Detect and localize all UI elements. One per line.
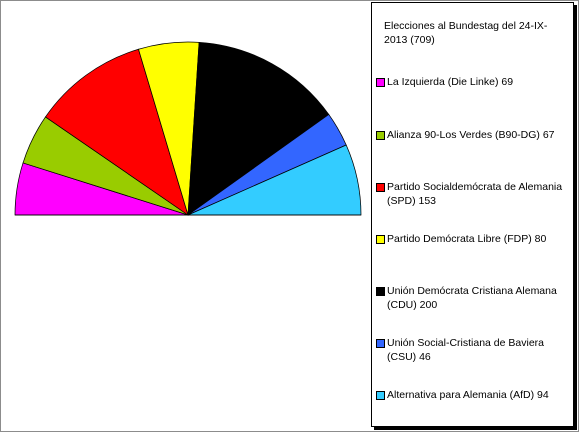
legend-title: Elecciones al Bundestag del 24-IX-2013 (… [384, 20, 548, 46]
legend-swatch-linke [376, 78, 385, 87]
legend-label-csu: Unión Social-Cristiana de Baviera (CSU) … [387, 337, 544, 363]
legend-entry-gruene: Alianza 90-Los Verdes (B90-DG) 67 [376, 128, 570, 142]
legend-swatch-gruene [376, 131, 385, 140]
legend-swatch-afd [376, 391, 385, 400]
slice-cdu [187, 41, 330, 216]
legend-entry-afd: Alternativa para Alemania (AfD) 94 [376, 388, 570, 402]
legend-entry-linke: La Izquierda (Die Linke) 69 [376, 75, 570, 89]
legend-label-gruene: Alianza 90-Los Verdes (B90-DG) 67 [387, 129, 555, 141]
legend-entry-cdu: Unión Demócrata Cristiana Alemana (CDU) … [376, 284, 570, 312]
legend-label-cdu: Unión Demócrata Cristiana Alemana (CDU) … [387, 285, 557, 311]
legend-label-afd: Alternativa para Alemania (AfD) 94 [387, 389, 549, 401]
legend-label-fdp: Partido Demócrata Libre (FDP) 80 [387, 233, 547, 245]
legend-label-spd: Partido Socialdemócrata de Alemania (SPD… [387, 181, 563, 207]
legend-swatch-spd [376, 183, 385, 192]
legend-entry-csu: Unión Social-Cristiana de Baviera (CSU) … [376, 336, 570, 364]
legend-swatch-cdu [376, 287, 385, 296]
legend: Elecciones al Bundestag del 24-IX-2013 (… [371, 2, 574, 427]
legend-label-linke: La Izquierda (Die Linke) 69 [387, 76, 514, 88]
legend-entry-spd: Partido Socialdemócrata de Alemania (SPD… [376, 180, 570, 208]
legend-entry-fdp: Partido Demócrata Libre (FDP) 80 [376, 232, 570, 246]
legend-swatch-fdp [376, 235, 385, 244]
slice-spd [44, 48, 189, 216]
legend-swatch-csu [376, 339, 385, 348]
